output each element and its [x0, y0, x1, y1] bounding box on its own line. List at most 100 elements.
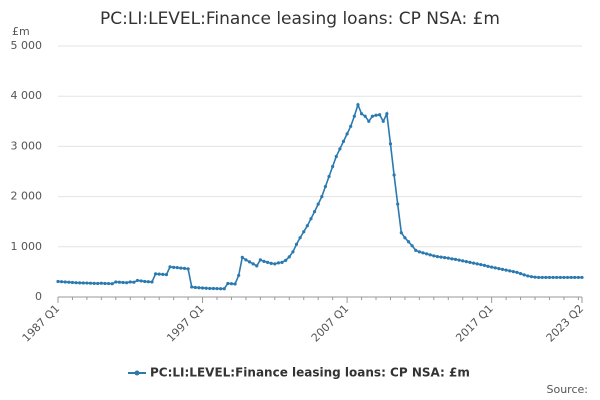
point	[515, 270, 519, 275]
point	[363, 114, 367, 118]
point	[70, 280, 75, 285]
x-tick-label: 1997 Q1	[164, 302, 207, 345]
point	[226, 281, 230, 286]
point	[352, 114, 356, 118]
point	[222, 287, 226, 291]
x-tick-label: 2017 Q1	[453, 302, 496, 345]
point	[399, 231, 403, 235]
y-tick-label: 5 000	[11, 39, 43, 52]
point	[475, 262, 479, 266]
point	[544, 275, 548, 280]
point	[197, 286, 201, 290]
point	[88, 281, 93, 285]
point	[403, 236, 407, 240]
point	[450, 257, 454, 261]
chart-title: PC:LI:LEVEL:Finance leasing loans: CP NS…	[100, 9, 500, 29]
point	[280, 260, 284, 264]
point	[537, 275, 541, 280]
point	[482, 263, 487, 267]
point	[298, 236, 302, 240]
point	[562, 275, 566, 280]
point	[229, 282, 234, 286]
point	[580, 275, 584, 280]
point	[146, 280, 150, 284]
point	[569, 275, 573, 280]
point	[435, 254, 440, 259]
y-tick-label: 1 000	[11, 240, 43, 253]
point	[312, 210, 317, 214]
point	[468, 260, 472, 264]
point	[446, 256, 450, 260]
point	[276, 261, 281, 265]
legend-marker	[134, 370, 140, 376]
point	[244, 258, 248, 262]
y-tick-label: 0	[35, 290, 42, 303]
point	[114, 280, 118, 284]
point	[500, 267, 505, 271]
point	[378, 113, 382, 117]
point	[374, 113, 378, 117]
point	[287, 255, 291, 259]
point	[345, 132, 349, 136]
point	[421, 251, 425, 255]
point	[182, 266, 187, 270]
point	[565, 275, 570, 280]
point	[67, 280, 71, 284]
point	[461, 259, 465, 263]
y-axis-label: £m	[12, 25, 30, 38]
point	[132, 280, 136, 284]
point	[518, 272, 523, 276]
point	[526, 274, 530, 278]
point	[135, 278, 140, 283]
point	[247, 260, 252, 264]
point	[99, 281, 103, 285]
point	[529, 275, 534, 279]
point	[555, 275, 559, 280]
point	[294, 242, 299, 246]
point	[168, 265, 172, 269]
point	[258, 258, 262, 262]
point	[56, 279, 60, 284]
point	[551, 275, 555, 280]
point	[493, 266, 497, 270]
point	[106, 281, 111, 286]
point	[81, 281, 85, 285]
point	[204, 286, 208, 290]
point	[576, 275, 580, 280]
point	[121, 280, 125, 285]
point	[125, 281, 129, 285]
point	[522, 273, 526, 277]
point	[172, 265, 176, 269]
point	[479, 263, 483, 267]
point	[179, 266, 183, 270]
point	[381, 119, 385, 123]
point	[215, 286, 219, 291]
point	[153, 272, 158, 276]
point	[96, 281, 100, 286]
point	[193, 285, 197, 290]
point	[457, 258, 461, 262]
point	[92, 281, 96, 285]
point	[417, 250, 421, 254]
point	[425, 252, 429, 256]
point	[117, 280, 122, 284]
point	[237, 273, 241, 278]
point	[349, 124, 353, 128]
point	[175, 266, 179, 270]
point	[262, 259, 266, 263]
point	[164, 273, 169, 277]
point	[266, 260, 270, 264]
x-tick-label: 2023 Q2	[544, 302, 587, 345]
point	[533, 275, 537, 279]
point	[208, 286, 212, 291]
point	[273, 262, 277, 266]
point	[200, 286, 205, 290]
point	[251, 262, 255, 266]
point	[406, 240, 411, 244]
point	[110, 282, 114, 286]
point	[428, 253, 432, 257]
point	[410, 244, 414, 248]
point	[150, 280, 154, 284]
point	[432, 254, 436, 258]
point	[284, 258, 288, 262]
